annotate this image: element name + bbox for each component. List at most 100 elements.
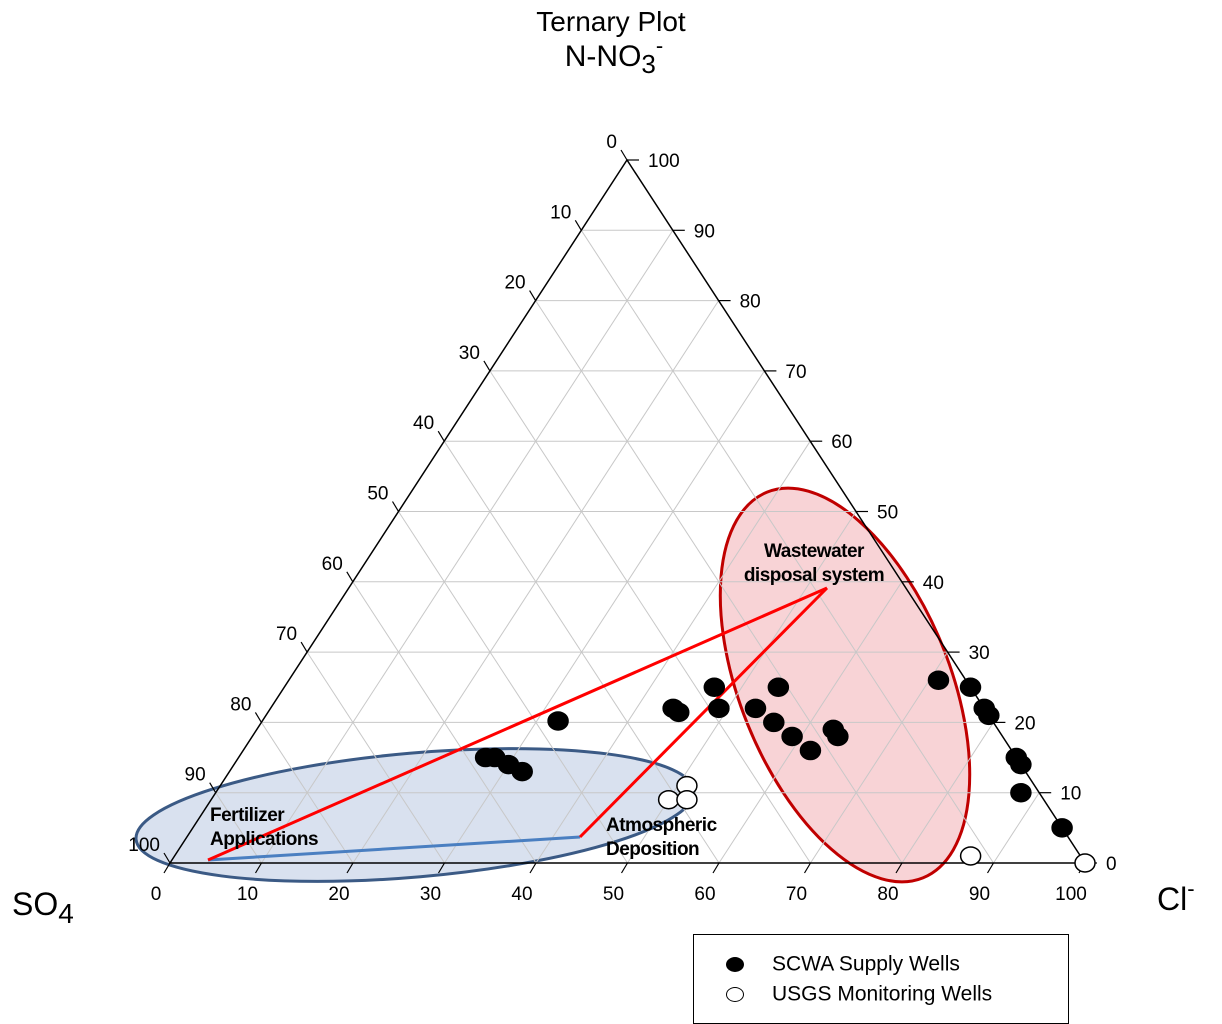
tick-label-left: 30: [459, 343, 480, 364]
usgs-point: [959, 846, 982, 866]
gridline-cl: [261, 230, 674, 864]
points-layer: [474, 670, 1096, 873]
annotation-wastewater: Wastewater disposal system: [744, 541, 884, 586]
tick-label-bottom: 30: [420, 884, 441, 905]
gridline-so4: [580, 230, 994, 864]
annotations-layer: Wastewater disposal system Fertilizer Appli…: [210, 541, 885, 860]
gridline-so4: [489, 370, 811, 864]
scwa-point: [1010, 782, 1032, 803]
scwa-point: [978, 705, 1000, 726]
scwa-point: [799, 740, 822, 761]
chart-title: Ternary Plot: [536, 6, 686, 37]
scwa-point: [744, 698, 767, 719]
tick-label-left: 100: [128, 835, 160, 856]
tick-left: [346, 571, 354, 583]
tick-label-left: 90: [185, 765, 206, 786]
gridline-cl: [718, 581, 903, 864]
tick-label-left: 40: [413, 413, 434, 434]
tick-bottom: [346, 862, 354, 874]
apex-label-right: Cl-: [1157, 876, 1195, 917]
tick-label-right: 30: [969, 643, 990, 664]
scwa-point: [781, 726, 803, 747]
tick-label-left: 60: [322, 554, 343, 575]
scwa-point: [767, 677, 790, 697]
scwa-point: [827, 726, 849, 747]
tick-left: [163, 852, 171, 864]
tick-label-right: 20: [1014, 713, 1035, 734]
legend-item-scwa: SCWA Supply Wells: [726, 952, 960, 976]
tick-left: [529, 290, 537, 301]
open-circle-icon: [726, 986, 744, 1002]
gridline-cl: [444, 370, 765, 864]
tick-label-right: 70: [785, 362, 806, 383]
ticks-layer: 0 0 0 10 10 10 20 20 20 30 30 30 40 40 40 50 50 50 60 60 60 7…: [128, 132, 1116, 905]
tick-label-bottom: 100: [1055, 884, 1087, 905]
tick-label-left: 50: [367, 484, 388, 505]
tick-label-bottom: 0: [151, 884, 162, 905]
tick-bottom: [620, 862, 629, 874]
tick-label-right: 50: [877, 503, 898, 524]
tick-bottom: [803, 862, 812, 874]
mixing-lines-layer: [207, 586, 829, 862]
scwa-point: [763, 712, 785, 733]
scwa-point: [511, 761, 533, 782]
legend-item-usgs: USGS Monitoring Wells: [726, 982, 992, 1006]
mixing-line-fertilizer-atmospheric: [207, 835, 581, 862]
scwa-point: [1051, 818, 1073, 838]
tick-label-right: 10: [1060, 784, 1081, 805]
tick-label-bottom: 90: [969, 884, 990, 905]
tick-left: [209, 782, 217, 794]
gridline-so4: [215, 792, 262, 864]
scwa-point: [547, 711, 569, 731]
tick-left: [574, 219, 582, 231]
tick-left: [483, 360, 491, 372]
tick-left: [300, 641, 308, 653]
tick-label-right: 100: [648, 151, 680, 172]
tick-left: [391, 501, 400, 512]
tick-label-right: 90: [694, 221, 715, 242]
tick-left: [254, 712, 262, 723]
tick-left: [437, 430, 445, 442]
scwa-point: [959, 677, 982, 697]
mixing-line-fertilizer-wastewater: [207, 586, 828, 862]
legend-label-scwa: SCWA Supply Wells: [772, 952, 960, 976]
scwa-point: [703, 677, 726, 697]
tick-label-left: 20: [504, 273, 525, 294]
tick-label-bottom: 40: [511, 884, 532, 905]
usgs-point: [1074, 853, 1096, 873]
wastewater-region: [718, 486, 972, 884]
tick-label-left: 80: [230, 694, 251, 715]
tick-label-right: 40: [923, 573, 944, 594]
tick-label-bottom: 60: [694, 884, 715, 905]
gridline-so4: [398, 511, 628, 864]
tick-bottom: [254, 862, 263, 874]
tick-label-left: 0: [606, 132, 617, 153]
tick-label-right: 60: [831, 432, 852, 453]
tick-label-bottom: 50: [603, 884, 624, 905]
tick-label-left: 70: [276, 624, 297, 645]
tick-left: [620, 149, 628, 161]
scwa-point: [708, 698, 730, 719]
gridline-cl: [901, 722, 994, 864]
scwa-point: [927, 670, 950, 690]
scwa-point: [1010, 754, 1032, 775]
apex-label-left: SO4: [12, 886, 74, 929]
apex-layer: N-NO3- SO4 Cl-: [12, 33, 1195, 929]
tick-label-bottom: 10: [237, 884, 258, 905]
tick-label-bottom: 20: [328, 884, 349, 905]
gridline-cl: [810, 651, 949, 864]
tick-bottom: [163, 862, 171, 874]
tick-bottom: [712, 862, 720, 874]
mixing-line-atmospheric-wastewater: [578, 586, 829, 839]
tick-label-bottom: 80: [877, 884, 898, 905]
scwa-point: [667, 702, 690, 723]
apex-label-top: N-NO3-: [565, 33, 663, 79]
annotation-atmospheric: Atmospheric Deposition: [606, 815, 718, 860]
usgs-point: [657, 789, 680, 810]
tick-bottom: [986, 862, 995, 874]
tick-label-left: 10: [550, 202, 571, 223]
gridline-cl: [993, 792, 1040, 864]
tick-bottom: [529, 862, 537, 874]
tick-label-right: 0: [1106, 854, 1117, 875]
